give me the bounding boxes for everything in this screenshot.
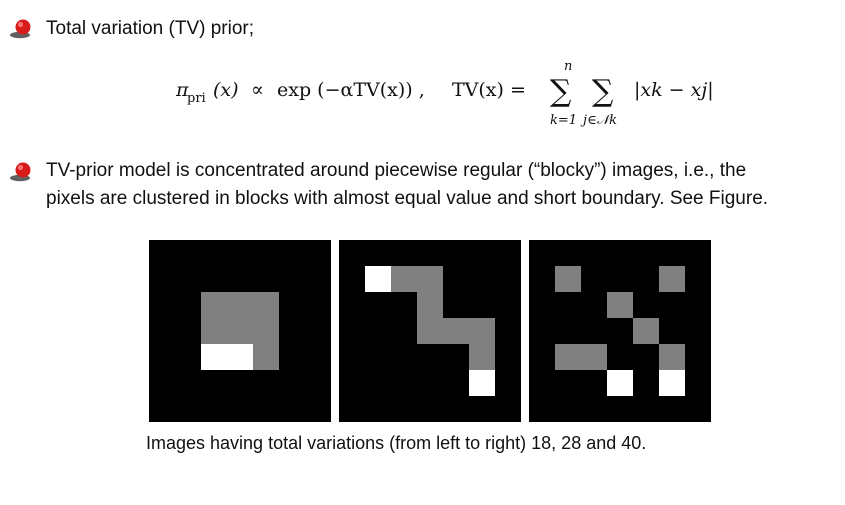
- formula-sum2-symbol: ∑: [592, 74, 614, 109]
- formula-sum1-upper: n: [564, 59, 572, 74]
- pixel-block: [253, 344, 279, 370]
- bullet-text-blocky-line1: TV-prior model is concentrated around pi…: [46, 160, 747, 181]
- pixel-block: [659, 266, 685, 292]
- pixel-block: [469, 318, 495, 344]
- formula-prior-sub: pri: [187, 91, 206, 106]
- formula-summand: |xk − xj|: [634, 79, 714, 101]
- formula-sum1-symbol: ∑: [550, 74, 572, 109]
- red-ball-bullet-icon: [10, 19, 31, 39]
- formula-prior-pi: π: [175, 79, 189, 101]
- pixel-block: [253, 292, 279, 318]
- pixel-block: [469, 344, 495, 370]
- tv-prior-formula: π pri (x) ∝ exp (−αTV(x)) , TV(x) = n ∑ …: [175, 59, 714, 128]
- pixel-block: [659, 344, 685, 370]
- pixel-block: [417, 318, 443, 344]
- pixel-block: [659, 370, 685, 396]
- pixel-block: [201, 344, 227, 370]
- formula-prior-arg: (x): [213, 79, 239, 101]
- pixel-block: [555, 266, 581, 292]
- pixel-block: [227, 344, 253, 370]
- pixel-block: [443, 318, 469, 344]
- tv-image-2: [339, 240, 521, 422]
- pixel-block: [365, 266, 391, 292]
- pixel-block: [469, 370, 495, 396]
- formula-proportional: ∝: [251, 79, 264, 101]
- formula-sum2-lower: j∈𝒩k: [580, 113, 617, 128]
- pixel-block: [201, 318, 227, 344]
- pixel-block: [391, 266, 417, 292]
- pixel-block: [555, 344, 581, 370]
- formula-tv-lhs: TV(x) =: [452, 79, 526, 101]
- pixel-block: [581, 344, 607, 370]
- formula-sum1-lower: k=1: [550, 113, 577, 128]
- pixel-block: [417, 292, 443, 318]
- bullet-text-blocky-line2: pixels are clustered in blocks with almo…: [46, 188, 769, 209]
- pixel-block: [201, 292, 227, 318]
- pixel-block: [417, 266, 443, 292]
- pixel-block: [607, 292, 633, 318]
- bullet-text-tv-prior: Total variation (TV) prior;: [46, 18, 255, 39]
- pixel-block: [227, 318, 253, 344]
- formula-exp-expr: exp (−αTV(x)) ,: [277, 79, 425, 101]
- pixel-block: [227, 292, 253, 318]
- pixel-block: [253, 318, 279, 344]
- tv-example-images: [149, 240, 711, 422]
- figure-caption: Images having total variations (from lef…: [146, 433, 647, 453]
- pixel-block: [607, 370, 633, 396]
- pixel-block: [633, 318, 659, 344]
- tv-image-1: [149, 240, 331, 422]
- tv-image-3: [529, 240, 711, 422]
- red-ball-bullet-icon: [10, 162, 31, 182]
